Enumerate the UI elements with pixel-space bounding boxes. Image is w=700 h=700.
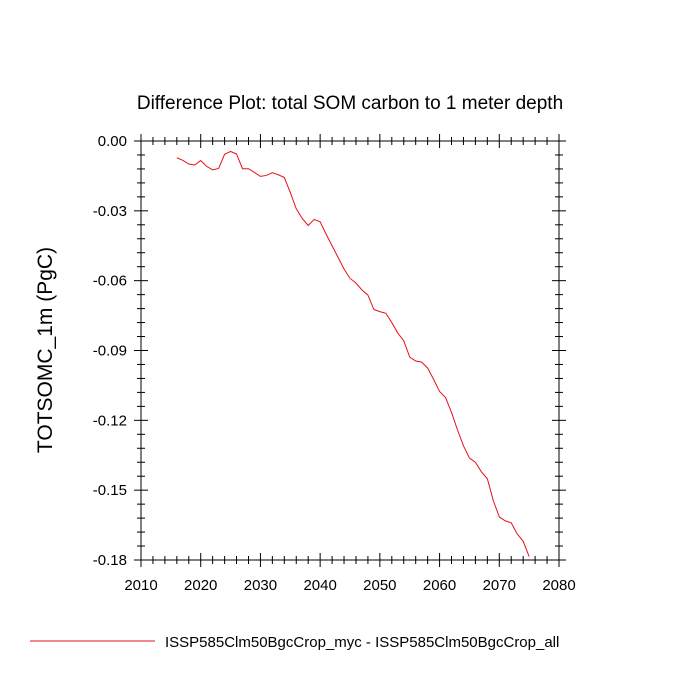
- y-tick-label: -0.15: [93, 482, 127, 499]
- x-tick-label: 2030: [244, 577, 277, 594]
- legend: ISSP585Clm50BgcCrop_myc - ISSP585Clm50Bg…: [30, 634, 559, 651]
- axis-ticks: [134, 134, 566, 567]
- series-line: [176, 150, 530, 557]
- y-axis-label: TOTSOMC_1m (PgC): [34, 247, 57, 453]
- axis-tick-labels: 2010 2020 2030 2040 2050 2060 2070 2080 0.00 -0.0…: [93, 133, 576, 594]
- y-tick-label: -0.18: [93, 552, 127, 569]
- plot-frame: [140, 140, 560, 561]
- legend-label: ISSP585Clm50BgcCrop_myc - ISSP585Clm50Bg…: [165, 634, 559, 651]
- x-tick-label: 2060: [423, 577, 456, 594]
- x-tick-label: 2020: [184, 577, 217, 594]
- x-tick-label: 2080: [542, 577, 575, 594]
- plot-series: [176, 150, 530, 557]
- y-tick-label: -0.03: [93, 203, 127, 220]
- x-tick-label: 2050: [363, 577, 396, 594]
- x-tick-label: 2040: [303, 577, 336, 594]
- y-tick-label: -0.12: [93, 412, 127, 429]
- y-tick-label: -0.09: [93, 343, 127, 360]
- y-tick-label: -0.06: [93, 273, 127, 290]
- y-tick-label: 0.00: [98, 133, 127, 150]
- x-tick-label: 2010: [124, 577, 157, 594]
- chart-title: Difference Plot: total SOM carbon to 1 m…: [137, 93, 563, 114]
- x-tick-label: 2070: [483, 577, 516, 594]
